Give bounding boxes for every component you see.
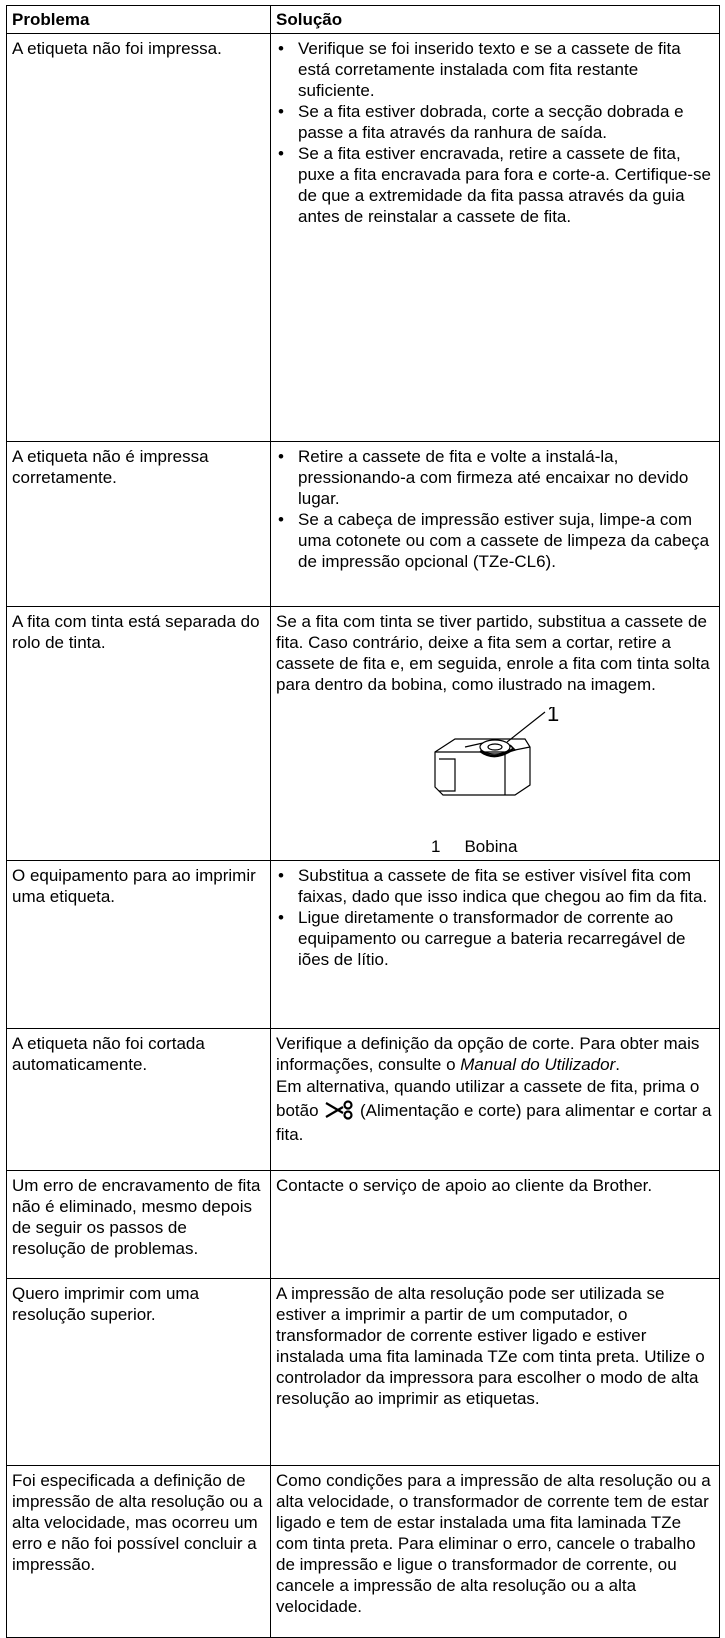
page: {"table": { "headers": ["Problema", "Sol… bbox=[0, 0, 725, 1577]
cut-icon bbox=[325, 1100, 353, 1120]
row: A etiqueta não é impressa corretamente. … bbox=[6, 441, 720, 607]
problem: A etiqueta não foi cortada automaticamen… bbox=[6, 1028, 271, 1171]
row: Foi especificada a definição de impressã… bbox=[6, 1465, 720, 1638]
row: Um erro de encravamento de fita não é el… bbox=[6, 1170, 720, 1279]
figure-caption: 1 Bobina bbox=[276, 836, 714, 857]
solution: Se a fita com tinta se tiver partido, su… bbox=[270, 606, 720, 861]
text: (Alimentação e corte) para alimentar e c… bbox=[276, 1101, 712, 1144]
troubleshooting-table: Problema Solução A etiqueta não foi impr… bbox=[6, 5, 720, 1638]
solution-text: Verifique a definição da opção de corte.… bbox=[276, 1033, 714, 1075]
text: . bbox=[615, 1055, 620, 1074]
problem: Foi especificada a definição de impressã… bbox=[6, 1465, 271, 1638]
caption-text: Bobina bbox=[464, 837, 518, 856]
problem: A etiqueta não foi impressa. bbox=[6, 33, 271, 442]
row: A etiqueta não foi cortada automaticamen… bbox=[6, 1028, 720, 1171]
solution: Verifique se foi inserido texto e se a c… bbox=[270, 33, 720, 442]
problem: A fita com tinta está separada do rolo d… bbox=[6, 606, 271, 861]
solution: Contacte o serviço de apoio ao cliente d… bbox=[270, 1170, 720, 1279]
bullet-list: Retire a cassete de fita e volte a insta… bbox=[276, 446, 714, 572]
bullet: Retire a cassete de fita e volte a insta… bbox=[276, 446, 714, 509]
problem: Um erro de encravamento de fita não é el… bbox=[6, 1170, 271, 1279]
bullet: Ligue diretamente o transformador de cor… bbox=[276, 907, 714, 970]
bullet: Verifique se foi inserido texto e se a c… bbox=[276, 38, 714, 101]
problem: A etiqueta não é impressa corretamente. bbox=[6, 441, 271, 607]
solution: Como condições para a impressão de alta … bbox=[270, 1465, 720, 1638]
row: A fita com tinta está separada do rolo d… bbox=[6, 606, 720, 861]
problem: O equipamento para ao imprimir uma etiqu… bbox=[6, 860, 271, 1029]
manual-reference: Manual do Utilizador bbox=[460, 1055, 616, 1074]
text: Verifique a definição da opção de corte.… bbox=[276, 1034, 700, 1074]
row: A etiqueta não foi impressa. Verifique s… bbox=[6, 33, 720, 442]
row: O equipamento para ao imprimir uma etiqu… bbox=[6, 860, 720, 1029]
solution: Verifique a definição da opção de corte.… bbox=[270, 1028, 720, 1171]
solution: Retire a cassete de fita e volte a insta… bbox=[270, 441, 720, 607]
header-row: Problema Solução bbox=[6, 5, 720, 34]
caption-number: 1 bbox=[431, 837, 441, 856]
bullet: Se a fita estiver encravada, retire a ca… bbox=[276, 143, 714, 227]
cassette-illustration: 1 bbox=[434, 701, 559, 796]
solution: A impressão de alta resolução pode ser u… bbox=[270, 1278, 720, 1466]
problem: Quero imprimir com uma resolução superio… bbox=[6, 1278, 271, 1466]
bullet-list: Substitua a cassete de fita se estiver v… bbox=[276, 865, 714, 970]
text: Em alternativa, quando utilizar a casset… bbox=[276, 1077, 700, 1120]
header-cell: Solução bbox=[270, 5, 720, 34]
figure: 1 bbox=[276, 701, 714, 822]
solution-text: Se a fita com tinta se tiver partido, su… bbox=[276, 612, 710, 694]
bullet: Se a fita estiver dobrada, corte a secçã… bbox=[276, 101, 714, 143]
callout: 1 bbox=[547, 707, 559, 726]
header-cell: Problema bbox=[6, 5, 271, 34]
bullet: Substitua a cassete de fita se estiver v… bbox=[276, 865, 714, 907]
solution-text: Em alternativa, quando utilizar a casset… bbox=[276, 1075, 714, 1147]
bullet-list: Verifique se foi inserido texto e se a c… bbox=[276, 38, 714, 227]
bullet: Se a cabeça de impressão estiver suja, l… bbox=[276, 509, 714, 572]
row: Quero imprimir com uma resolução superio… bbox=[6, 1278, 720, 1466]
solution: Substitua a cassete de fita se estiver v… bbox=[270, 860, 720, 1029]
